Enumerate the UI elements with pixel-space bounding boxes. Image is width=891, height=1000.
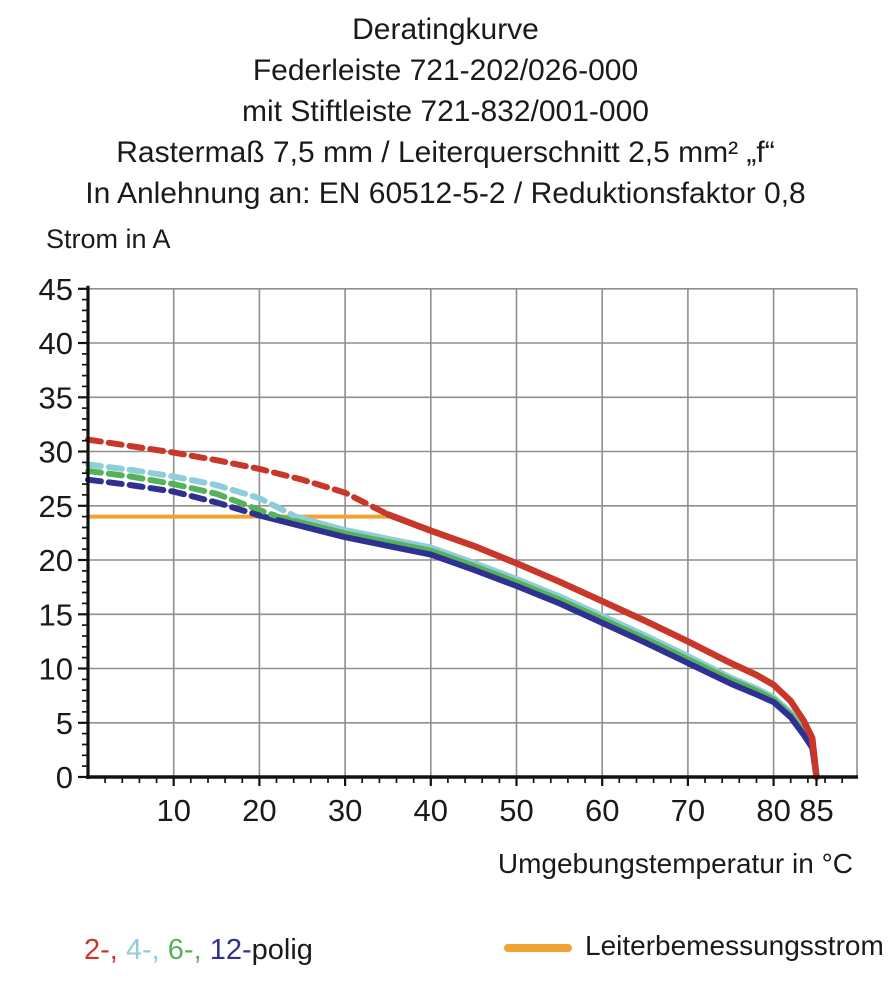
y-tick-label-20: 20 [39, 543, 73, 578]
y-tick-label-10: 10 [39, 652, 73, 687]
x-axis-title: Umgebungstemperatur in °C [497, 848, 853, 879]
x-tick-label-50: 50 [499, 793, 533, 828]
y-tick-label-30: 30 [39, 435, 73, 470]
x-tick-label-60: 60 [585, 793, 619, 828]
legend-token: 6-, [159, 934, 202, 966]
legend-pole-counts: 2-, 4-, 6-, 12-polig [84, 934, 313, 967]
gridlines [88, 287, 858, 777]
x-tick-label-40: 40 [414, 793, 448, 828]
x-axis-tick-labels: 10 20 30 40 50 60 70 80 85 [156, 793, 833, 828]
series-2-polig-dashed [85, 436, 391, 518]
x-tick-label-85: 85 [799, 793, 833, 828]
y-tick-label-25: 25 [39, 489, 73, 524]
y-tick-label-5: 5 [56, 706, 73, 741]
y-tick-label-0: 0 [56, 760, 73, 795]
series-2-polig-solid [384, 511, 820, 781]
series-6-polig-solid [272, 513, 819, 780]
y-axis-title: Strom in A [46, 224, 171, 254]
title-line-4: Rastermaß 7,5 mm / Leiterquerschnitt 2,5… [116, 136, 775, 169]
y-tick-label-40: 40 [39, 326, 73, 361]
legend-token: 12- [201, 934, 252, 966]
title-line-1: Deratingkurve [352, 13, 539, 46]
y-tick-label-35: 35 [39, 380, 73, 415]
series-12-polig-dashed [85, 476, 263, 519]
chart-title-block: Deratingkurve Federleiste 721-202/026-00… [0, 9, 891, 214]
title-line-3: mit Stiftleiste 721-832/001-000 [242, 95, 649, 128]
axes [86, 285, 858, 779]
x-axis-ticks [104, 777, 844, 786]
x-tick-label-30: 30 [328, 793, 362, 828]
series-4-polig-solid [291, 513, 819, 780]
rated-current-label: Leiterbemessungsstrom [585, 930, 884, 961]
y-tick-label-15: 15 [39, 597, 73, 632]
y-tick-label-45: 45 [39, 272, 73, 307]
legend-token: 4-, [117, 934, 160, 966]
legend-token: 2-, [84, 934, 118, 966]
series-4-polig-dashed [85, 461, 297, 519]
title-line-2: Federleiste 721-202/026-000 [252, 54, 639, 87]
y-axis-tick-labels: 0 5 10 15 20 25 30 35 40 45 [39, 272, 73, 795]
x-tick-label-10: 10 [156, 793, 190, 828]
title-line-5: In Anlehnung an: EN 60512-5-2 / Reduktio… [85, 177, 806, 210]
series-12-polig-solid [256, 512, 820, 780]
rated-current-line-swatch [504, 944, 572, 952]
x-tick-label-80: 80 [756, 793, 790, 828]
x-tick-label-20: 20 [242, 793, 276, 828]
series-6-polig-dashed [85, 468, 278, 519]
x-tick-label-70: 70 [671, 793, 705, 828]
legend-token: polig [251, 934, 313, 966]
y-axis-ticks [78, 287, 88, 779]
